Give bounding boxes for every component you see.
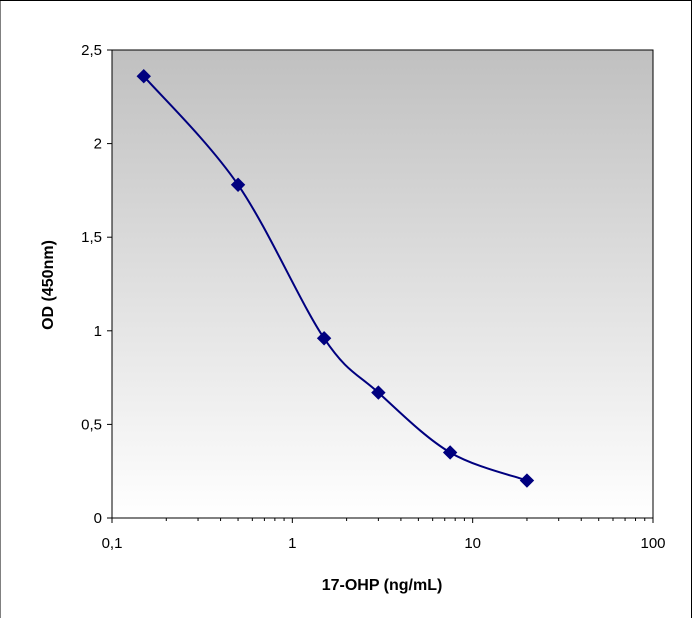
data-point-marker — [230, 177, 246, 192]
data-point-marker — [442, 445, 458, 460]
x-tick-label: 0,1 — [102, 535, 123, 552]
x-tick-label: 100 — [640, 535, 665, 552]
y-tick-label: 1 — [94, 323, 102, 340]
data-point-marker — [136, 69, 151, 84]
axes — [107, 49, 654, 523]
y-axis-title: OD (450nm) — [40, 240, 57, 330]
x-tick-label: 1 — [288, 535, 296, 552]
y-tick-label: 1,5 — [81, 229, 102, 246]
y-tick-label: 0,5 — [81, 416, 102, 433]
series-layer — [136, 69, 535, 488]
x-tick-label: 10 — [464, 535, 481, 552]
data-point-marker — [519, 473, 535, 488]
plot-area — [111, 49, 654, 519]
x-axis-title: 17-OHP (ng/mL) — [322, 577, 443, 594]
y-tick-label: 0 — [94, 510, 102, 527]
y-tick-label: 2 — [94, 136, 102, 153]
tick-labels: 0 0,5 1 1,5 2 2,5 0,1 1 10 100 — [81, 42, 665, 552]
y-tick-label: 2,5 — [81, 42, 102, 59]
data-point-marker — [316, 331, 332, 346]
data-point-marker — [371, 385, 386, 400]
